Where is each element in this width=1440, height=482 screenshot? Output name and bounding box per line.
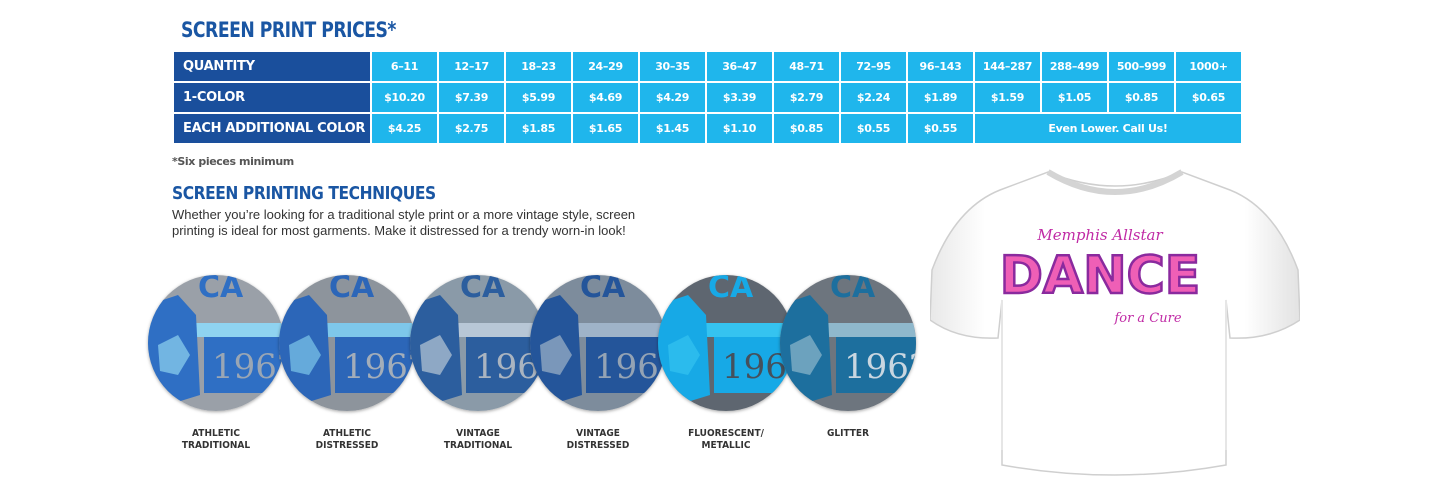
swatch-top-letters: CA bbox=[198, 275, 244, 305]
call-us-cell: Even Lower. Call Us! bbox=[975, 114, 1241, 143]
technique-label-line2: TRADITIONAL bbox=[443, 440, 513, 451]
price-cell: $1.45 bbox=[640, 114, 705, 143]
quantity-cell: 288–499 bbox=[1042, 52, 1107, 81]
technique-swatch: 1962 CA bbox=[279, 275, 415, 411]
price-cell: $10.20 bbox=[372, 83, 437, 112]
price-cell: $1.89 bbox=[908, 83, 973, 112]
price-cell: $0.55 bbox=[908, 114, 973, 143]
price-cell: $1.65 bbox=[573, 114, 638, 143]
price-table: QUANTITY 6–11 12–17 18–23 24–29 30–35 36… bbox=[172, 50, 1243, 145]
quantity-cell: 144–287 bbox=[975, 52, 1040, 81]
quantity-row: QUANTITY 6–11 12–17 18–23 24–29 30–35 36… bbox=[174, 52, 1241, 81]
technique-label-line2: DISTRESSED bbox=[315, 440, 379, 451]
swatch-top-letters: CA bbox=[580, 275, 626, 305]
quantity-cell: 12–17 bbox=[439, 52, 504, 81]
price-cell: $1.85 bbox=[506, 114, 571, 143]
swatch-top-letters: CA bbox=[830, 275, 876, 305]
technique-label-line2: METALLIC bbox=[701, 440, 751, 451]
technique-swatch: 1962 CA bbox=[530, 275, 666, 411]
swatch-top-letters: CA bbox=[329, 275, 375, 305]
swatch-top-letters: CA bbox=[460, 275, 506, 305]
price-cell: $4.25 bbox=[372, 114, 437, 143]
row-header: 1-COLOR bbox=[174, 83, 370, 112]
technique-label: GLITTER bbox=[787, 428, 909, 440]
technique-label: VINTAGE DISTRESSED bbox=[537, 428, 659, 452]
technique-swatch: 1962CA bbox=[658, 275, 794, 411]
technique-label-line1: ATHLETIC bbox=[192, 428, 240, 439]
row-header: EACH ADDITIONAL COLOR bbox=[174, 114, 370, 143]
techniques-description: Whether you’re looking for a traditional… bbox=[172, 207, 636, 238]
quantity-cell: 500–999 bbox=[1109, 52, 1174, 81]
swatch-top-letters: CA bbox=[708, 275, 754, 305]
additional-color-row: EACH ADDITIONAL COLOR $4.25 $2.75 $1.85 … bbox=[174, 114, 1241, 143]
price-cell: $4.29 bbox=[640, 83, 705, 112]
technique-label: FLUORESCENT/METALLIC bbox=[665, 428, 787, 452]
quantity-cell: 36–47 bbox=[707, 52, 772, 81]
price-cell: $5.99 bbox=[506, 83, 571, 112]
price-cell: $1.10 bbox=[707, 114, 772, 143]
price-cell: $2.24 bbox=[841, 83, 906, 112]
quantity-cell: 18–23 bbox=[506, 52, 571, 81]
price-cell: $0.55 bbox=[841, 114, 906, 143]
quantity-cell: 96–143 bbox=[908, 52, 973, 81]
shirt-script-top: Memphis Allstar bbox=[1036, 226, 1163, 244]
swatch-number: 1962 bbox=[594, 347, 666, 387]
price-cell: $0.85 bbox=[774, 114, 839, 143]
page-title: SCREEN PRINT PRICES* bbox=[181, 18, 396, 42]
technique-label: ATHLETIC DISTRESSED bbox=[286, 428, 408, 452]
price-cell: $2.75 bbox=[439, 114, 504, 143]
price-cell: $1.05 bbox=[1042, 83, 1107, 112]
technique-swatch: 1962 CA bbox=[148, 275, 284, 411]
technique-label-line1: FLUORESCENT/ bbox=[688, 428, 764, 439]
t-shirt-image: Memphis Allstar DANCE for a Cure bbox=[930, 169, 1300, 476]
technique-label-line2: GLITTER bbox=[826, 428, 870, 439]
footnote: *Six pieces minimum bbox=[172, 155, 294, 168]
price-cell: $0.85 bbox=[1109, 83, 1174, 112]
price-cell: $4.69 bbox=[573, 83, 638, 112]
price-cell: $2.79 bbox=[774, 83, 839, 112]
price-cell: $0.65 bbox=[1176, 83, 1241, 112]
row-header: QUANTITY bbox=[174, 52, 370, 81]
shirt-dance-text: DANCE bbox=[1000, 246, 1201, 306]
quantity-cell: 6–11 bbox=[372, 52, 437, 81]
swatch-number: 1962 bbox=[343, 347, 415, 387]
technique-label-line1: ATHLETIC bbox=[323, 428, 371, 439]
technique-label-line2: TRADITIONAL bbox=[181, 440, 251, 451]
quantity-cell: 72–95 bbox=[841, 52, 906, 81]
one-color-row: 1-COLOR $10.20 $7.39 $5.99 $4.69 $4.29 $… bbox=[174, 83, 1241, 112]
swatch-number: 1962 bbox=[212, 347, 284, 387]
quantity-cell: 24–29 bbox=[573, 52, 638, 81]
techniques-title: SCREEN PRINTING TECHNIQUES bbox=[172, 183, 436, 204]
quantity-cell: 30–35 bbox=[640, 52, 705, 81]
shirt-script-bottom: for a Cure bbox=[1113, 311, 1181, 326]
technique-swatch: 1962 CA bbox=[780, 275, 916, 411]
quantity-cell: 48–71 bbox=[774, 52, 839, 81]
technique-swatch: 1962CA bbox=[410, 275, 546, 411]
price-cell: $3.39 bbox=[707, 83, 772, 112]
technique-label-line1: VINTAGE bbox=[456, 428, 500, 439]
price-cell: $7.39 bbox=[439, 83, 504, 112]
technique-label-line1: VINTAGE bbox=[576, 428, 620, 439]
technique-label-line2: DISTRESSED bbox=[566, 440, 630, 451]
price-cell: $1.59 bbox=[975, 83, 1040, 112]
quantity-cell: 1000+ bbox=[1176, 52, 1241, 81]
technique-label: VINTAGE TRADITIONAL bbox=[417, 428, 539, 452]
swatch-number: 1962 bbox=[844, 347, 916, 387]
technique-label: ATHLETIC TRADITIONAL bbox=[155, 428, 277, 452]
